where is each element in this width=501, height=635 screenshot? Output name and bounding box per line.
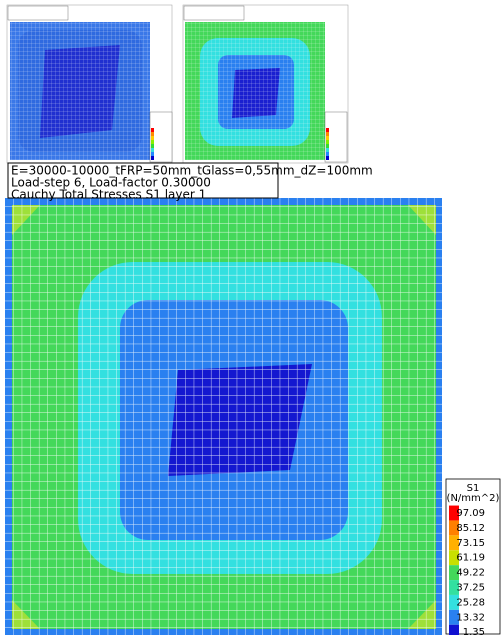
caption-line: E=30000-10000_tFRP=50mm_tGlass=0,55mm_dZ… xyxy=(11,164,373,178)
legend-swatch xyxy=(449,609,459,625)
legend-value: 1.35 xyxy=(463,627,485,635)
main-plot xyxy=(5,198,442,635)
legend-value: 37.25 xyxy=(456,583,485,594)
legend-value: 49.22 xyxy=(456,568,485,579)
legend-swatch xyxy=(449,594,459,610)
caption: E=30000-10000_tFRP=50mm_tGlass=0,55mm_dZ… xyxy=(7,162,373,202)
legend-unit: (N/mm^2) xyxy=(447,493,500,504)
thumbnail-1 xyxy=(6,4,173,164)
legend: S1 (N/mm^2) 97.09 85.12 73.15 61.19 49.22 37.… xyxy=(445,478,501,635)
legend-value: 73.15 xyxy=(456,538,485,549)
legend-swatch xyxy=(449,580,459,595)
legend-swatch xyxy=(449,520,459,536)
legend-value: 85.12 xyxy=(456,523,485,534)
legend-value: 13.32 xyxy=(456,612,485,623)
legend-swatch xyxy=(449,535,459,551)
legend-swatch xyxy=(449,505,459,521)
legend-swatch xyxy=(449,565,459,581)
legend-swatch xyxy=(449,550,459,566)
legend-value: 61.19 xyxy=(456,553,485,564)
legend-title: S1 xyxy=(467,483,480,494)
thumbnail-2 xyxy=(182,4,349,164)
legend-swatch xyxy=(449,624,459,635)
caption-line: Load-step 6, Load-factor 0.30000 xyxy=(11,176,211,190)
caption-line: Cauchy Total Stresses S1 layer 1 xyxy=(11,188,206,202)
legend-value: 97.09 xyxy=(456,508,485,519)
legend-value: 25.28 xyxy=(456,597,485,608)
